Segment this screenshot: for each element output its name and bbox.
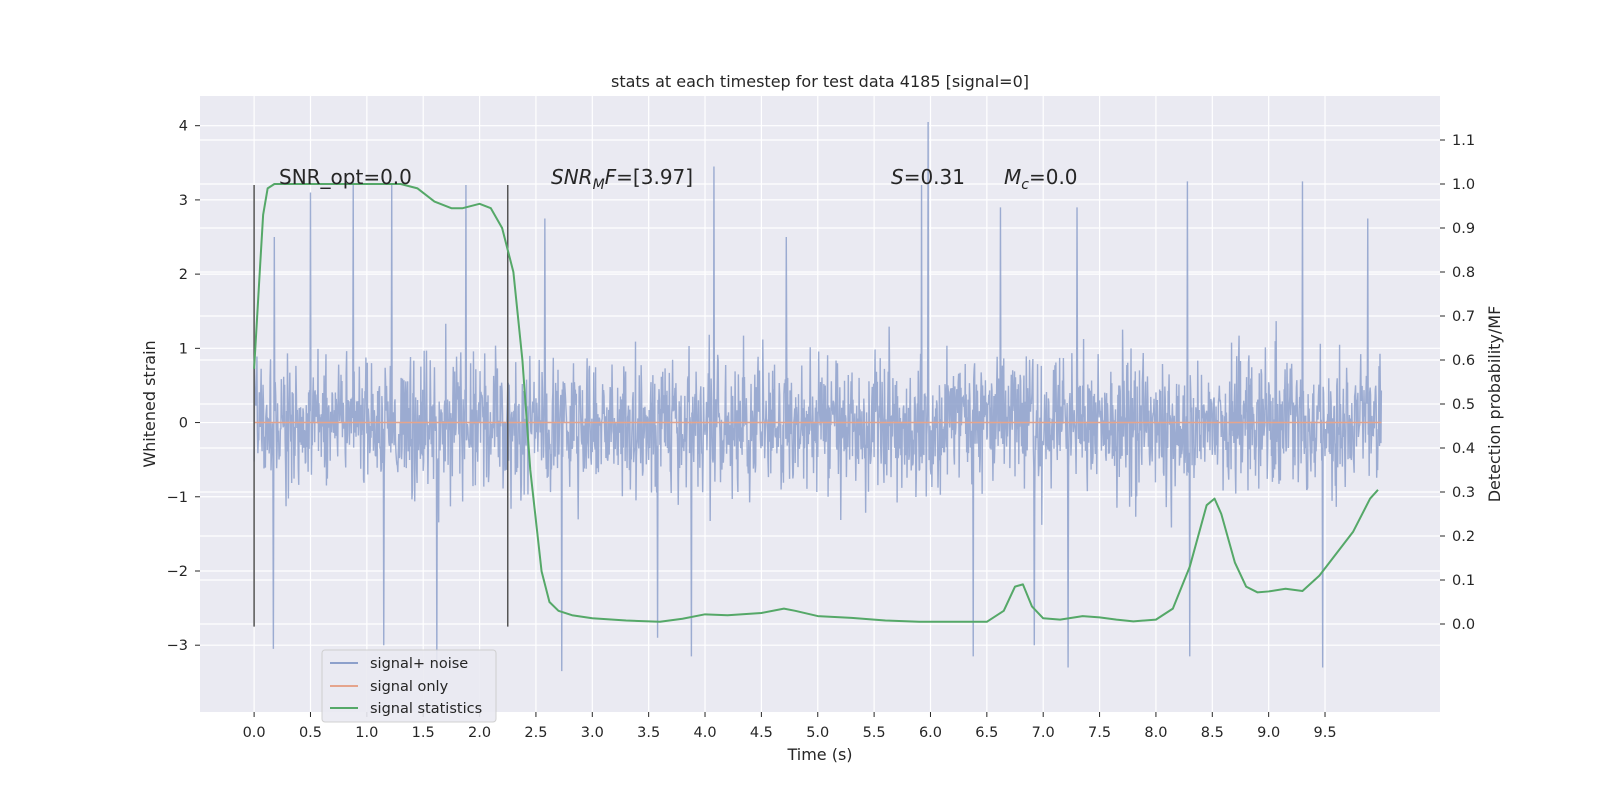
signal-plus-noise-line — [253, 121, 1383, 672]
signal-statistics-series — [253, 183, 1379, 623]
legend-label-signal-only: signal only — [370, 679, 449, 695]
right-tick-label: 0.7 — [1452, 309, 1475, 325]
snr-opt-annotation: SNR_opt=0.0 — [279, 165, 412, 189]
x-tick-label: 2.0 — [468, 725, 491, 741]
right-axis-ticks: 0.0 0.1 0.2 0.3 0.4 0.5 0.6 0.7 0.8 0.9 1.0 1.1 — [1440, 133, 1475, 633]
x-tick-label: 0.5 — [299, 725, 322, 741]
y-tick-label: −1 — [167, 490, 188, 506]
x-tick-label: 6.5 — [975, 725, 998, 741]
signal-statistics-line — [253, 183, 1379, 623]
x-tick-label: 7.0 — [1032, 725, 1055, 741]
snr-mf-annotation: SNRMF=[3.97] — [551, 165, 693, 193]
x-tick-label: 2.5 — [524, 725, 547, 741]
y-tick-label: 4 — [179, 119, 188, 135]
y-axis-ticks: −3 −2 −1 0 1 2 3 4 — [167, 119, 200, 654]
right-tick-label: 0.9 — [1452, 221, 1475, 237]
y-tick-label: 2 — [179, 267, 188, 283]
legend-box — [321, 649, 497, 723]
x-tick-label: 6.0 — [919, 725, 942, 741]
right-tick-label: 0.6 — [1452, 353, 1475, 369]
x-tick-label: 5.0 — [806, 725, 829, 741]
x-tick-label: 4.0 — [693, 725, 716, 741]
x-tick-label: 9.0 — [1257, 725, 1280, 741]
legend-label-signal-plus-noise: signal+ noise — [370, 656, 468, 672]
y-axis-label: Whitened strain — [140, 340, 159, 467]
x-tick-label: 4.5 — [750, 725, 773, 741]
right-tick-label: 0.5 — [1452, 397, 1475, 413]
x-tick-label: 1.0 — [355, 725, 378, 741]
x-tick-label: 0.0 — [243, 725, 266, 741]
right-tick-label: 0.2 — [1452, 529, 1475, 545]
mc-annotation: Mc=0.0 — [1004, 165, 1078, 193]
right-tick-label: 0.1 — [1452, 573, 1475, 589]
chart-title: stats at each timestep for test data 418… — [611, 72, 1029, 91]
window-markers — [253, 185, 509, 627]
right-tick-label: 0.4 — [1452, 441, 1475, 457]
x-tick-label: 8.0 — [1144, 725, 1167, 741]
y-tick-label: 3 — [179, 193, 188, 209]
right-axis-label: Detection probability/MF — [1485, 306, 1504, 503]
x-axis-label: Time (s) — [786, 745, 852, 764]
x-tick-label: 7.5 — [1088, 725, 1111, 741]
right-tick-label: 1.0 — [1452, 177, 1475, 193]
y-tick-label: −2 — [167, 564, 188, 580]
right-tick-label: 0.0 — [1452, 617, 1475, 633]
x-tick-label: 1.5 — [412, 725, 435, 741]
legend-label-signal-statistics: signal statistics — [370, 701, 482, 717]
right-tick-label: 0.8 — [1452, 265, 1475, 281]
s-annotation: S=0.31 — [891, 165, 965, 189]
x-tick-label: 3.5 — [637, 725, 660, 741]
x-axis-ticks: 0.0 0.5 1.0 1.5 2.0 2.5 3.0 3.5 4.0 4.5 5.0 5.5 6.0 6… — [243, 712, 1337, 741]
y-tick-label: 0 — [179, 416, 188, 432]
x-tick-label: 3.0 — [581, 725, 604, 741]
right-tick-label: 0.3 — [1452, 485, 1475, 501]
x-tick-label: 9.5 — [1313, 725, 1336, 741]
x-tick-label: 5.5 — [863, 725, 886, 741]
legend: signal+ noise signal only signal statist… — [321, 649, 497, 723]
signal-plus-noise-series — [253, 121, 1383, 672]
y-tick-label: 1 — [179, 341, 188, 357]
x-tick-label: 8.5 — [1201, 725, 1224, 741]
y-tick-label: −3 — [167, 638, 188, 654]
right-tick-label: 1.1 — [1452, 133, 1475, 149]
